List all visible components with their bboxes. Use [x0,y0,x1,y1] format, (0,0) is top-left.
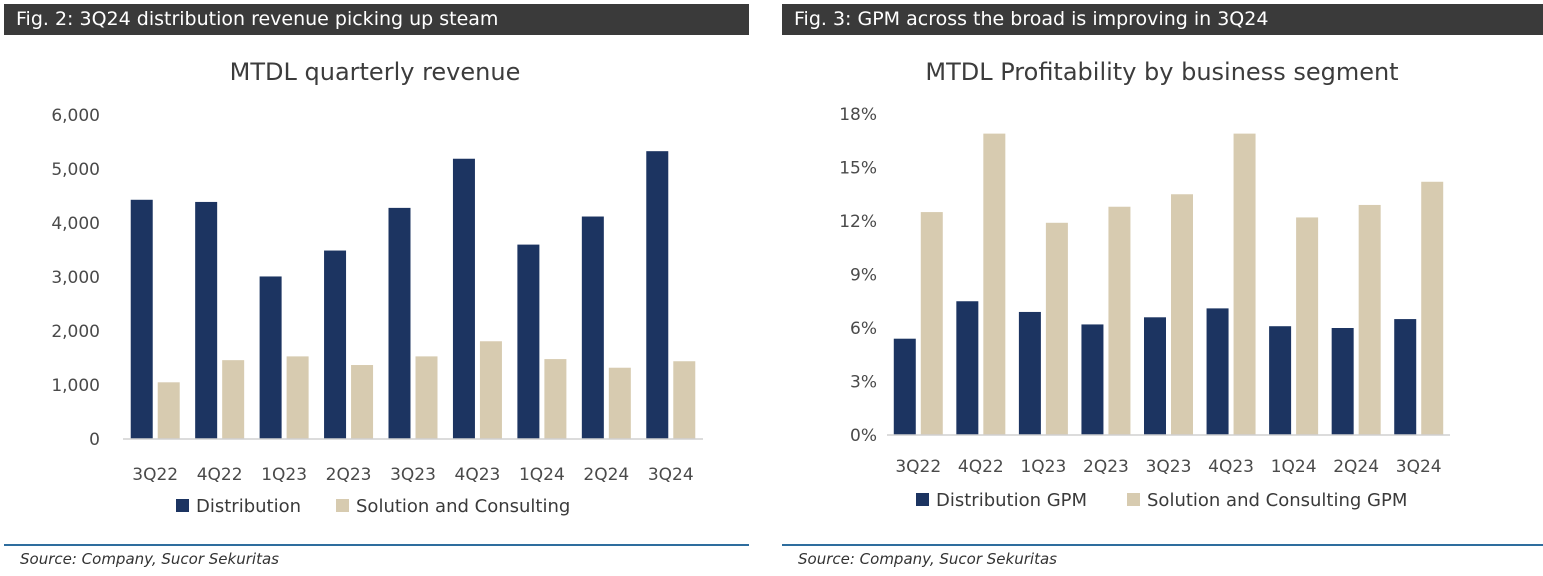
chart-title: MTDL Profitability by business segment [925,58,1398,86]
revenue-bar-primary [130,199,153,439]
revenue-bar-primary [324,250,347,439]
gpm-bar-secondary [920,212,943,435]
revenue-bar-primary [452,158,475,439]
gpm-bar-primary [956,301,979,435]
revenue-bar-secondary [415,356,438,439]
legend-label: Solution and Consulting GPM [1147,490,1407,511]
gpm-bar-secondary [1108,206,1131,435]
x-tick-label: 4Q23 [455,465,501,485]
y-tick-label: 0% [850,426,877,446]
x-tick-label: 3Q24 [648,465,694,485]
x-tick-label: 2Q24 [1333,457,1379,477]
figure-2: Fig. 2: 3Q24 distribution revenue pickin… [0,0,750,576]
figure-3: Fig. 3: GPM across the broad is improvin… [782,0,1543,576]
revenue-bar-secondary [351,365,374,439]
revenue-bar-secondary [286,356,309,439]
gpm-bar-secondary [1421,181,1444,435]
revenue-bar-secondary [157,382,180,439]
gpm-bar-primary [1206,308,1229,435]
gpm-bar-secondary [1045,222,1068,435]
revenue-bar-primary [195,201,218,439]
legend-swatch [916,493,929,506]
x-tick-label: 3Q23 [1146,457,1192,477]
gpm-bar-primary [1144,317,1166,435]
y-tick-label: 9% [850,266,877,286]
gpm-bar-secondary [1233,133,1256,435]
gpm-bar-primary [1394,319,1417,435]
revenue-bar-secondary [608,367,631,439]
profitability-chart: MTDL Profitability by business segment 0%… [839,58,1450,511]
figure-2-source: Source: Company, Sucor Sekuritas [20,550,279,568]
revenue-bar-secondary [479,341,502,439]
y-tick-label: 3,000 [51,268,100,288]
y-tick-label: 15% [839,159,877,179]
revenue-bar-primary [517,244,540,439]
revenue-bar-secondary [222,360,245,439]
revenue-bar-primary [581,216,604,439]
y-tick-label: 0 [89,430,100,450]
x-tick-label: 1Q24 [519,465,565,485]
gpm-bar-secondary [983,133,1006,435]
x-tick-label: 2Q23 [326,465,372,485]
legend-label: Distribution GPM [936,490,1087,511]
gpm-bar-primary [1269,326,1292,435]
revenue-bar-secondary [544,359,567,439]
figure-2-header: Fig. 2: 3Q24 distribution revenue pickin… [4,4,749,35]
revenue-bar-secondary [673,361,696,439]
x-tick-label: 1Q23 [261,465,307,485]
legend-swatch [336,499,349,512]
y-tick-label: 4,000 [51,214,100,234]
x-tick-label: 2Q23 [1083,457,1129,477]
figure-2-rule [4,544,749,546]
y-tick-label: 3% [850,373,877,393]
gpm-bar-secondary [1171,194,1193,435]
y-tick-label: 12% [839,212,877,232]
y-tick-label: 5,000 [51,160,100,180]
gpm-bar-secondary [1296,217,1319,435]
figure-3-header: Fig. 3: GPM across the broad is improvin… [782,4,1543,35]
y-tick-label: 2,000 [51,322,100,342]
x-tick-label: 1Q24 [1271,457,1317,477]
x-tick-label: 3Q24 [1396,457,1442,477]
x-tick-label: 4Q22 [197,465,243,485]
gpm-bar-primary [893,338,916,435]
x-tick-label: 4Q22 [958,457,1004,477]
y-tick-label: 6,000 [51,106,100,126]
figure-3-rule [782,544,1543,546]
x-tick-label: 3Q22 [895,457,941,477]
x-tick-label: 1Q23 [1020,457,1066,477]
chart-title: MTDL quarterly revenue [230,58,521,86]
x-tick-label: 3Q22 [132,465,178,485]
y-tick-label: 18% [839,105,877,125]
x-tick-label: 2Q24 [583,465,629,485]
gpm-bar-secondary [1358,204,1381,435]
legend-swatch [176,499,189,512]
gpm-bar-primary [1331,328,1354,435]
gpm-bar-primary [1081,324,1104,435]
revenue-bar-primary [259,276,282,439]
revenue-chart: MTDL quarterly revenue 0 1,000 2,000 3,000 4,… [51,58,703,517]
revenue-bar-primary [388,207,411,439]
y-tick-label: 1,000 [51,376,100,396]
legend-label: Solution and Consulting [356,496,570,517]
legend-label: Distribution [196,496,301,517]
legend-swatch [1127,493,1140,506]
figure-3-source: Source: Company, Sucor Sekuritas [798,550,1057,568]
x-tick-label: 4Q23 [1208,457,1254,477]
gpm-bar-primary [1018,311,1041,435]
revenue-bar-primary [646,151,669,439]
y-tick-label: 6% [850,319,877,339]
x-tick-label: 3Q23 [390,465,436,485]
